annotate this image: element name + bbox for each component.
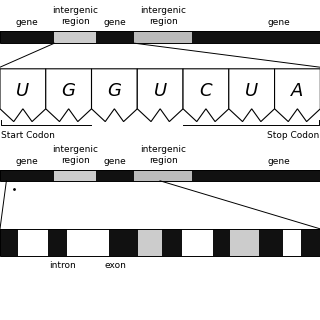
- Text: intergenic
region: intergenic region: [52, 6, 98, 26]
- Bar: [162, 229, 182, 256]
- Text: intergenic
region: intergenic region: [140, 6, 186, 26]
- Text: gene: gene: [104, 18, 127, 27]
- Bar: [283, 229, 301, 256]
- Polygon shape: [183, 69, 229, 122]
- Text: intergenic
region: intergenic region: [140, 145, 186, 165]
- Bar: [109, 229, 138, 256]
- Text: G: G: [62, 82, 76, 100]
- Bar: [0, 229, 18, 256]
- Text: U: U: [245, 82, 258, 100]
- Bar: [301, 229, 320, 256]
- Text: intergenic
region: intergenic region: [52, 145, 98, 165]
- Bar: [0, 229, 320, 256]
- Bar: [182, 229, 213, 256]
- Text: gene: gene: [104, 157, 127, 166]
- Text: A: A: [291, 82, 304, 100]
- Polygon shape: [46, 69, 92, 122]
- Bar: [0, 31, 54, 43]
- Polygon shape: [275, 69, 320, 122]
- Bar: [54, 170, 96, 181]
- Polygon shape: [0, 69, 46, 122]
- Bar: [54, 31, 96, 43]
- Text: C: C: [200, 82, 212, 100]
- Bar: [67, 229, 109, 256]
- Bar: [0, 170, 54, 181]
- Bar: [18, 229, 48, 256]
- Text: Stop Codon: Stop Codon: [267, 131, 319, 140]
- Text: G: G: [108, 82, 121, 100]
- Bar: [48, 229, 67, 256]
- Text: gene: gene: [267, 18, 290, 27]
- Bar: [213, 229, 230, 256]
- Text: Start Codon: Start Codon: [1, 131, 54, 140]
- Polygon shape: [229, 69, 275, 122]
- Text: U: U: [154, 82, 167, 100]
- Text: gene: gene: [16, 157, 39, 166]
- Polygon shape: [137, 69, 183, 122]
- Bar: [230, 229, 259, 256]
- Text: gene: gene: [16, 18, 39, 27]
- Bar: [0, 31, 320, 43]
- Bar: [192, 170, 320, 181]
- Text: U: U: [16, 82, 29, 100]
- Bar: [0, 170, 320, 181]
- Bar: [96, 170, 134, 181]
- Text: exon: exon: [104, 261, 126, 270]
- Bar: [134, 31, 192, 43]
- Bar: [96, 31, 134, 43]
- Bar: [259, 229, 283, 256]
- Bar: [134, 170, 192, 181]
- Bar: [138, 229, 162, 256]
- Polygon shape: [92, 69, 137, 122]
- Text: gene: gene: [267, 157, 290, 166]
- Bar: [192, 31, 320, 43]
- Text: intron: intron: [49, 261, 76, 270]
